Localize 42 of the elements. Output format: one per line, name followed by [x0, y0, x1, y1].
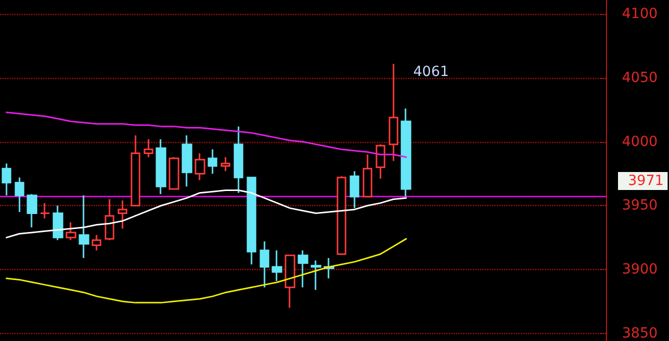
line-series — [6, 112, 407, 158]
candlestick — [350, 170, 360, 209]
candlestick — [144, 138, 154, 158]
candlestick — [130, 134, 140, 206]
line-series — [6, 238, 407, 304]
candlestick — [208, 148, 218, 174]
candlestick — [234, 126, 244, 194]
text: 4061 — [413, 64, 449, 80]
candlestick — [272, 250, 282, 282]
candlestick — [168, 156, 180, 190]
candlestick — [52, 204, 64, 241]
line-series — [6, 190, 407, 238]
candlestick — [400, 108, 412, 198]
y-tick-label: 4000 — [622, 134, 658, 150]
candlestick — [2, 162, 12, 196]
candlestick — [182, 134, 192, 188]
candlestick — [104, 198, 114, 241]
candlestick — [78, 194, 90, 259]
y-tick-label: 3900 — [622, 261, 658, 278]
candlestick — [336, 175, 346, 255]
candlestick — [388, 63, 398, 162]
candlestick — [362, 154, 372, 198]
candlestick — [118, 200, 128, 230]
y-tick-label: 3850 — [622, 325, 658, 341]
candlestick — [40, 202, 50, 220]
candlestick — [14, 176, 24, 213]
candlestick — [220, 156, 230, 172]
candlestick — [156, 138, 166, 195]
y-tick-label: 4100 — [622, 6, 658, 22]
candlestick — [194, 152, 206, 181]
candlestick — [376, 144, 386, 180]
candlestick — [284, 254, 296, 309]
text: 3971 — [628, 173, 664, 190]
candlestick — [66, 221, 76, 241]
y-tick-label: 3950 — [622, 198, 658, 214]
candlestick — [246, 176, 256, 266]
candlestick — [298, 250, 308, 288]
candlestick — [310, 260, 322, 291]
y-tick-label: 4050 — [622, 70, 658, 86]
candlestick — [92, 234, 102, 252]
candlestick — [260, 240, 270, 288]
candlestick — [26, 193, 38, 228]
